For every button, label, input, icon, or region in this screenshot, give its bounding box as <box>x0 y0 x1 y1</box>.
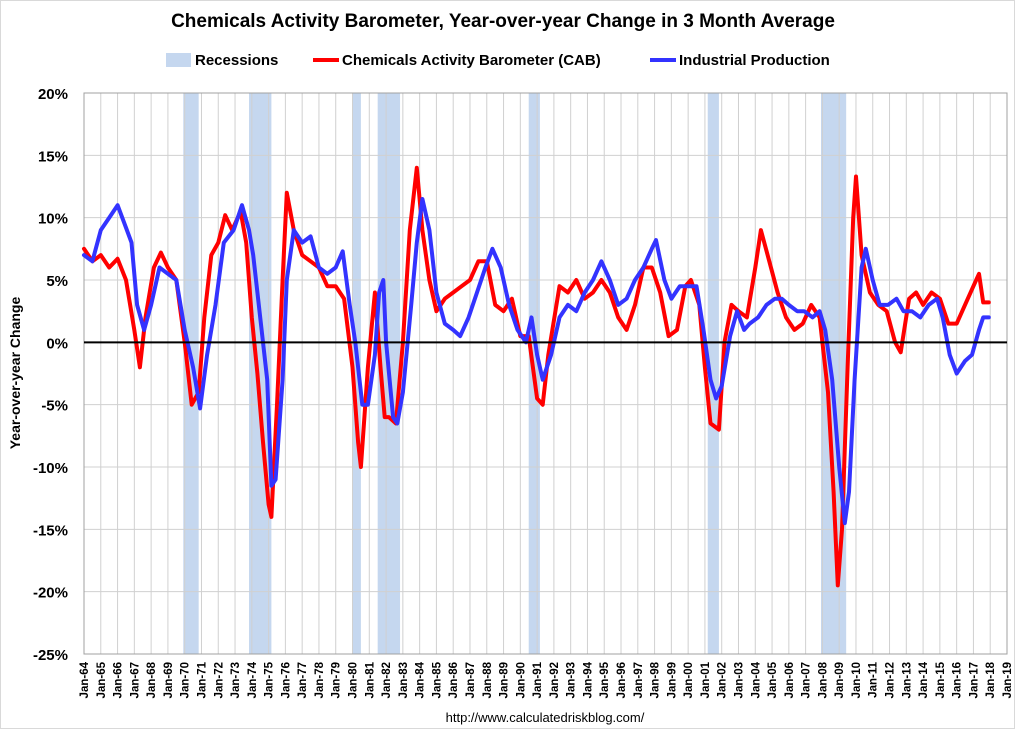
x-tick-label: Jan-78 <box>314 661 326 698</box>
x-tick-label: Jan-70 <box>180 662 192 698</box>
series-lines <box>82 165 1007 588</box>
recession-band <box>249 93 272 654</box>
x-tick-label: Jan-05 <box>767 661 779 698</box>
x-tick-label: Jan-13 <box>901 662 913 698</box>
x-tick-label: Jan-82 <box>381 662 393 698</box>
x-tick-label: Jan-85 <box>431 661 443 698</box>
y-tick-label: 15% <box>38 148 68 165</box>
x-tick-label: Jan-67 <box>129 662 141 698</box>
x-axis-ticks: Jan-64 Jan-65 Jan-66 Jan-67 Jan-68 Jan-69 Jan-… <box>79 661 1014 698</box>
x-tick-label: Jan-10 <box>851 662 863 698</box>
x-tick-label: Jan-68 <box>146 661 158 698</box>
y-tick-label: -20% <box>33 585 68 602</box>
x-tick-label: Jan-83 <box>398 662 410 698</box>
x-tick-label: Jan-72 <box>213 662 225 698</box>
x-tick-label: Jan-65 <box>96 661 108 698</box>
series-line <box>82 197 991 526</box>
x-tick-label: Jan-96 <box>616 662 628 698</box>
legend-label: Recessions <box>195 52 278 69</box>
x-tick-label: Jan-69 <box>163 662 175 698</box>
source-url: http://www.calculatedriskblog.com/ <box>446 710 645 725</box>
y-tick-label: 20% <box>38 86 68 103</box>
y-tick-label: -10% <box>33 460 68 477</box>
x-tick-label: Jan-90 <box>515 662 527 698</box>
x-tick-label: Jan-76 <box>280 662 292 698</box>
x-tick-label: Jan-94 <box>582 661 594 698</box>
x-tick-label: Jan-18 <box>985 661 997 698</box>
x-tick-label: Jan-80 <box>348 662 360 698</box>
y-tick-label: 0% <box>46 335 68 352</box>
x-tick-label: Jan-14 <box>918 661 930 698</box>
recession-band <box>183 93 199 654</box>
x-tick-label: Jan-17 <box>968 662 980 698</box>
recession-band <box>352 93 361 654</box>
x-tick-label: Jan-74 <box>247 661 259 698</box>
x-tick-label: Jan-97 <box>633 662 645 698</box>
y-axis-ticks: 20% 15% 10% 5% 0% -5% -10% -15% -20% -25% <box>33 86 68 664</box>
x-tick-label: Jan-07 <box>801 662 813 698</box>
x-tick-label: Jan-00 <box>683 662 695 698</box>
x-tick-label: Jan-66 <box>113 662 125 698</box>
recession-bands <box>183 93 847 654</box>
gridlines <box>83 92 1008 655</box>
y-tick-label: -15% <box>33 522 68 539</box>
legend-swatch-recessions <box>166 53 191 67</box>
x-tick-label: Jan-84 <box>415 661 427 698</box>
chart-title: Chemicals Activity Barometer, Year-over-… <box>171 11 835 32</box>
x-tick-label: Jan-87 <box>465 662 477 698</box>
x-tick-label: Jan-11 <box>868 661 880 697</box>
x-tick-label: Jan-89 <box>499 662 511 698</box>
x-tick-label: Jan-91 <box>532 661 544 698</box>
y-tick-label: -25% <box>33 647 68 664</box>
x-tick-label: Jan-81 <box>364 661 376 698</box>
legend: Recessions Chemicals Activity Barometer (… <box>166 52 830 69</box>
y-tick-label: -5% <box>41 398 68 415</box>
x-tick-label: Jan-93 <box>566 662 578 698</box>
plot-frame <box>83 92 1008 655</box>
x-tick-label: Jan-86 <box>448 662 460 698</box>
x-tick-label: Jan-04 <box>750 661 762 698</box>
x-tick-label: Jan-98 <box>650 661 662 698</box>
x-tick-label: Jan-19 <box>1002 662 1014 698</box>
x-tick-label: Jan-64 <box>79 661 91 698</box>
legend-label: Industrial Production <box>679 52 830 69</box>
x-tick-label: Jan-08 <box>817 661 829 698</box>
x-tick-label: Jan-92 <box>549 662 561 698</box>
x-tick-label: Jan-01 <box>700 661 712 698</box>
x-tick-label: Jan-15 <box>935 661 947 698</box>
x-tick-label: Jan-06 <box>784 662 796 698</box>
x-tick-label: Jan-79 <box>331 662 343 698</box>
x-tick-label: Jan-02 <box>717 662 729 698</box>
x-tick-label: Jan-03 <box>733 662 745 698</box>
x-tick-label: Jan-71 <box>196 661 208 698</box>
x-tick-label: Jan-09 <box>834 662 846 698</box>
x-tick-label: Jan-12 <box>885 662 897 698</box>
x-tick-label: Jan-16 <box>952 662 964 698</box>
x-tick-label: Jan-73 <box>230 662 242 698</box>
y-axis-title: Year-over-year Change <box>7 297 23 450</box>
y-tick-label: 5% <box>46 273 68 290</box>
x-tick-label: Jan-99 <box>666 662 678 698</box>
y-tick-label: 10% <box>38 211 68 228</box>
x-tick-label: Jan-75 <box>264 661 276 698</box>
x-tick-label: Jan-95 <box>599 661 611 698</box>
recession-band <box>707 93 719 654</box>
legend-label: Chemicals Activity Barometer (CAB) <box>342 52 601 69</box>
x-tick-label: Jan-88 <box>482 661 494 698</box>
x-tick-label: Jan-77 <box>297 662 309 698</box>
